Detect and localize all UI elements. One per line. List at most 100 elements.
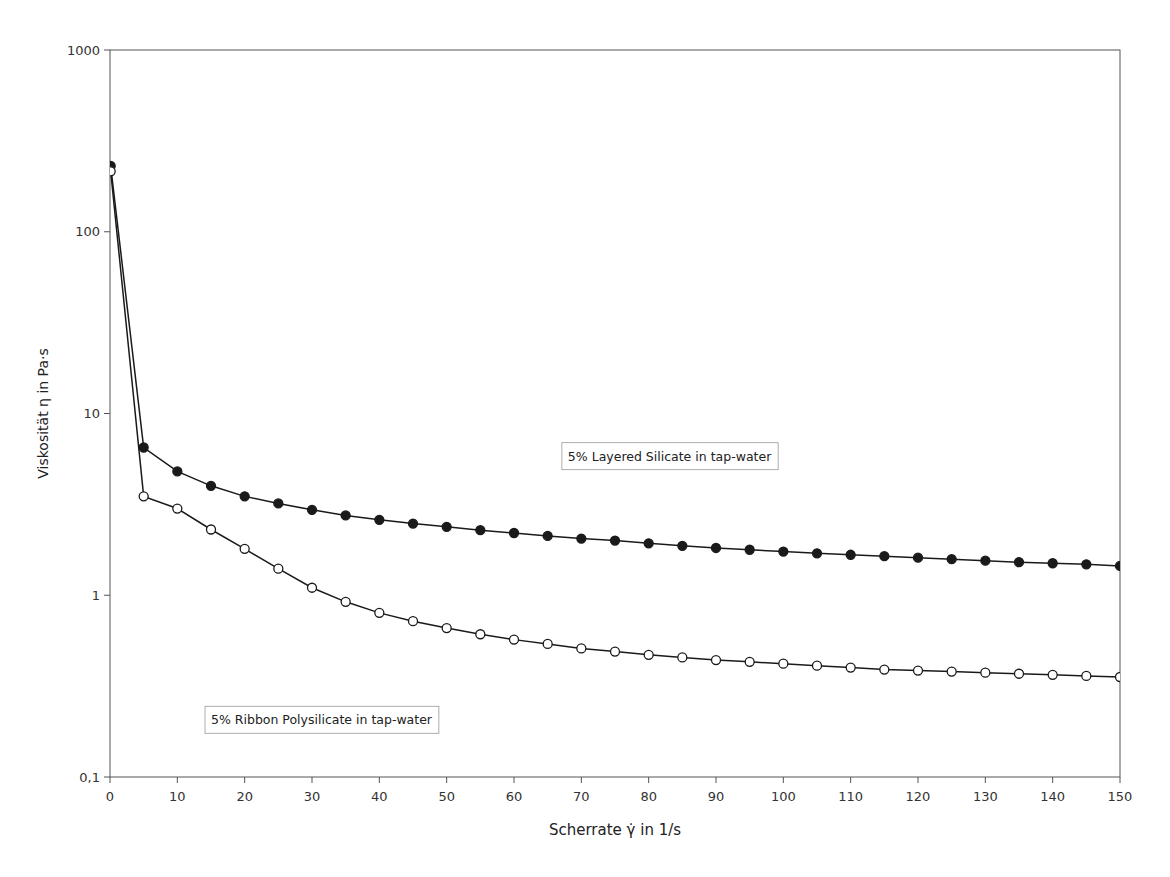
series-point [1015,558,1024,567]
plot-data [110,162,1120,682]
x-tick [446,777,447,783]
plot-frame [110,50,1120,777]
x-tick [1052,777,1053,783]
series-point [274,564,283,573]
x-tick-label: 50 [438,789,455,804]
x-tick-label: 130 [973,789,998,804]
x-tick [110,777,111,783]
series-point [712,656,721,665]
series-point [1048,559,1057,568]
series-point [476,630,485,639]
x-tick [177,777,178,783]
series-point [308,505,317,514]
x-tick-label: 10 [169,789,186,804]
x-tick [312,777,313,783]
series-point [611,647,620,656]
x-tick [783,777,784,783]
annotation-text: 5% Layered Silicate in tap-water [568,449,772,464]
series-point [779,547,788,556]
x-tick-label: 0 [106,789,114,804]
x-tick-label: 120 [906,789,931,804]
x-tick-label: 150 [1108,789,1133,804]
x-tick-label: 40 [371,789,388,804]
series-point [813,549,822,558]
series-point [442,522,451,531]
series-point [779,659,788,668]
y-tick [104,50,110,51]
annotation: 5% Layered Silicate in tap-water [562,443,778,470]
x-tick [379,777,380,783]
series-point [846,663,855,672]
x-tick-label: 30 [304,789,321,804]
series-point [947,555,956,564]
series-point [981,556,990,565]
series-point [880,552,889,561]
series-point [442,624,451,633]
series-point [947,667,956,676]
series-point [712,543,721,552]
x-tick-label: 140 [1040,789,1065,804]
series-point [1015,669,1024,678]
y-tick-label: 10 [83,406,100,421]
series-point [644,539,653,548]
series-point [543,531,552,540]
y-tick-label: 1000 [67,43,100,58]
series-point [274,499,283,508]
y-axis-label: Viskosität η in Pa·s [35,348,51,479]
series-point [981,668,990,677]
series-point [308,583,317,592]
x-tick-label: 20 [236,789,253,804]
x-tick [648,777,649,783]
x-tick [581,777,582,783]
x-tick-label: 60 [506,789,523,804]
series-point [510,635,519,644]
series-point [375,608,384,617]
x-tick [514,777,515,783]
x-tick-label: 110 [838,789,863,804]
x-tick [985,777,986,783]
series-point [543,639,552,648]
series-point [139,443,148,452]
x-axis-label: Scherrate γ̇ in 1/s [549,821,681,839]
x-tick-label: 80 [640,789,657,804]
series-point [1082,671,1091,680]
annotation-box [205,706,439,733]
x-tick-label: 90 [708,789,725,804]
series-point [880,665,889,674]
y-tick-label: 1 [92,588,100,603]
series-point [139,492,148,501]
series-point [409,519,418,528]
axes: 01020304050607080901001101201301401500,1… [67,43,1133,805]
series-point [611,536,620,545]
x-tick [716,777,717,783]
series-point [240,492,249,501]
series-point [173,504,182,513]
series-point [813,661,822,670]
series-point [1116,672,1121,681]
series-point [510,529,519,538]
x-tick-label: 100 [771,789,796,804]
series-point [173,467,182,476]
series-point [207,481,216,490]
y-tick [104,595,110,596]
series-point [1116,561,1121,570]
series-point [1082,560,1091,569]
series-point [914,553,923,562]
series-point [678,653,687,662]
series-point [846,550,855,559]
series-point [745,657,754,666]
series-point [341,511,350,520]
y-tick [104,413,110,414]
x-tick-label: 70 [573,789,590,804]
series-point [207,525,216,534]
y-tick [104,777,110,778]
series-line [111,171,1120,677]
series-point [644,650,653,659]
chart: 01020304050607080901001101201301401500,1… [0,0,1170,877]
series-line [111,166,1120,566]
y-tick-label: 0,1 [79,770,100,785]
series-point [1048,670,1057,679]
series-point [110,167,115,176]
series-point [745,545,754,554]
series-point [678,541,687,550]
